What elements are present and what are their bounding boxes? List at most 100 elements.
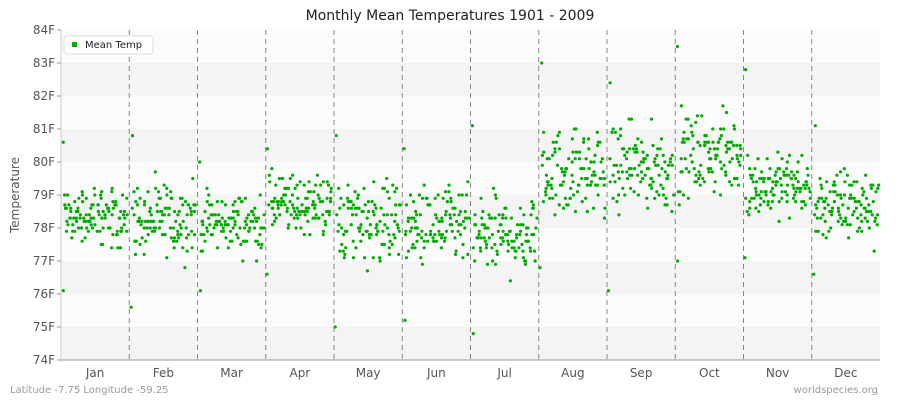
data-point: [172, 236, 177, 240]
data-point: [635, 150, 639, 154]
data-point: [587, 147, 591, 151]
data-point: [369, 233, 373, 237]
data-point: [84, 219, 88, 223]
data-point: [746, 153, 750, 157]
data-point: [570, 173, 574, 177]
data-point: [587, 137, 591, 141]
data-point: [675, 44, 680, 49]
data-point: [79, 226, 84, 230]
data-point: [629, 186, 633, 190]
data-point: [445, 200, 449, 204]
data-point: [443, 190, 448, 194]
data-point: [367, 209, 371, 214]
data-point: [690, 160, 694, 164]
data-point: [383, 223, 387, 227]
data-point: [571, 180, 575, 184]
legend-label: Mean Temp: [85, 40, 142, 51]
data-point: [422, 183, 426, 187]
data-point: [481, 209, 485, 214]
data-point: [417, 233, 421, 237]
data-point: [653, 196, 657, 200]
data-point: [542, 130, 546, 134]
data-point: [704, 134, 708, 138]
data-point: [842, 167, 846, 171]
data-point: [716, 140, 720, 144]
data-point: [193, 209, 197, 214]
data-point: [397, 252, 401, 256]
data-point: [762, 180, 766, 184]
data-point: [718, 160, 723, 164]
data-point: [710, 170, 714, 174]
data-point: [711, 127, 715, 131]
data-point: [800, 206, 804, 210]
data-point: [512, 246, 516, 250]
data-point: [709, 157, 713, 161]
data-point: [728, 180, 732, 184]
data-point: [733, 176, 737, 181]
data-point: [140, 219, 144, 223]
data-point: [103, 216, 107, 220]
data-point: [577, 157, 582, 161]
data-point: [769, 206, 773, 210]
x-tick-label: Nov: [766, 366, 789, 380]
data-point: [755, 180, 759, 184]
data-point: [247, 229, 251, 233]
data-point: [830, 213, 834, 217]
data-point: [146, 233, 150, 237]
data-point: [251, 219, 255, 223]
data-point: [686, 196, 691, 200]
data-point: [255, 239, 259, 243]
data-point: [168, 226, 172, 230]
data-point: [554, 193, 558, 197]
y-axis-label: Temperature: [8, 157, 22, 234]
data-point: [796, 160, 800, 164]
data-point: [386, 190, 390, 194]
data-point: [602, 183, 606, 187]
data-point: [81, 200, 85, 204]
data-point: [821, 233, 825, 237]
data-point: [76, 226, 81, 230]
data-point: [792, 173, 796, 177]
data-point: [724, 170, 728, 174]
data-point: [241, 259, 245, 263]
data-point: [108, 226, 112, 230]
data-point: [245, 216, 249, 220]
data-point: [641, 150, 645, 154]
data-point: [776, 150, 780, 154]
data-point: [754, 186, 758, 190]
data-point: [808, 190, 812, 194]
data-point: [169, 236, 173, 240]
data-point: [824, 236, 828, 240]
data-point: [556, 134, 560, 138]
data-point: [246, 213, 251, 217]
data-point: [406, 219, 410, 223]
data-point: [280, 196, 284, 200]
data-point: [210, 203, 214, 207]
data-point: [454, 249, 458, 253]
data-point: [623, 193, 627, 197]
data-point: [706, 167, 710, 171]
data-point: [289, 213, 293, 217]
data-point: [394, 203, 398, 207]
data-point: [311, 203, 315, 207]
data-point: [683, 157, 687, 161]
data-point: [327, 213, 331, 217]
data-point: [585, 209, 590, 214]
data-point: [358, 229, 362, 233]
data-point: [611, 173, 615, 177]
data-point: [353, 190, 357, 194]
data-point: [378, 259, 382, 263]
data-point: [478, 246, 482, 250]
data-point: [417, 193, 421, 197]
data-point: [854, 206, 859, 210]
data-point: [181, 203, 185, 207]
data-point: [440, 216, 444, 220]
data-point: [181, 246, 185, 250]
data-point: [80, 190, 84, 194]
data-point: [816, 229, 820, 233]
data-point: [433, 233, 437, 237]
data-point: [865, 219, 870, 223]
data-point: [530, 200, 534, 204]
data-point: [544, 190, 548, 194]
data-point: [339, 196, 343, 200]
